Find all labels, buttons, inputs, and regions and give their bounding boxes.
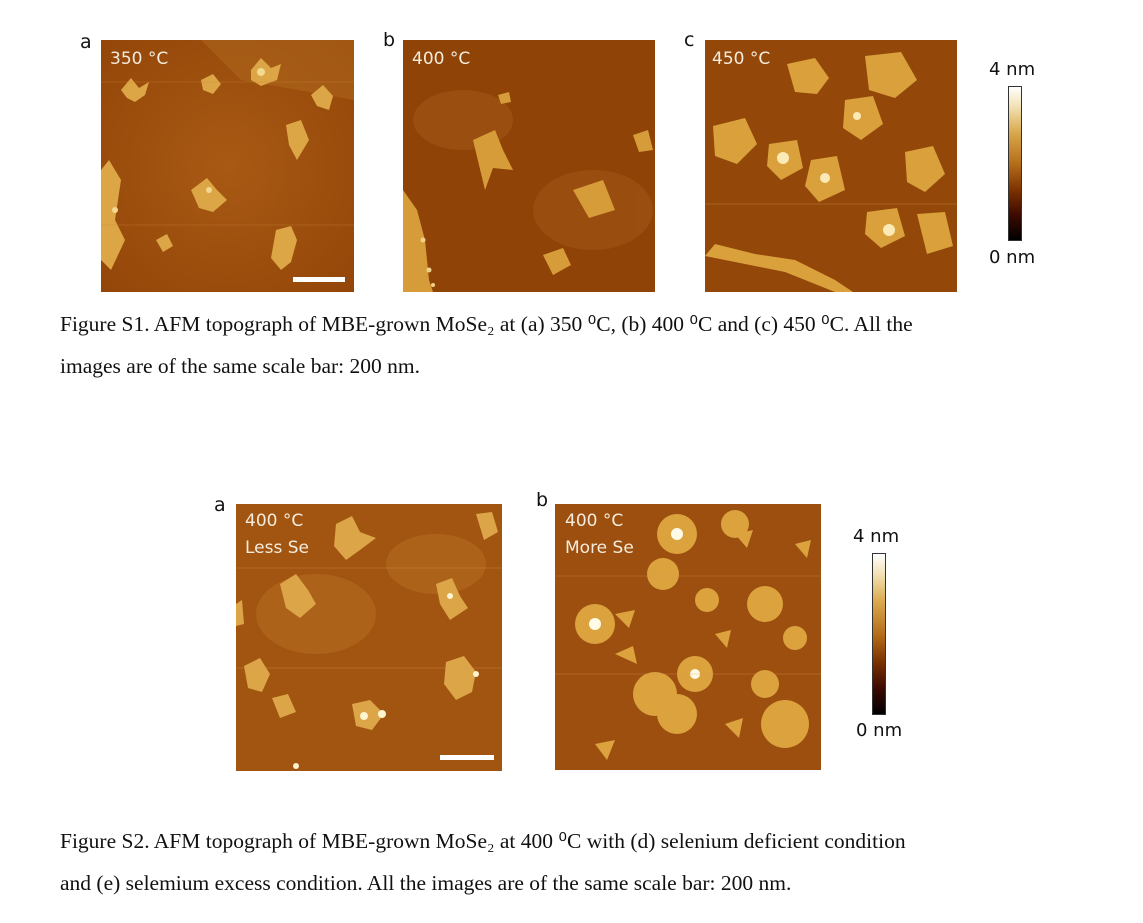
panel-letter-b: b	[383, 29, 396, 51]
afm-image-350c: 350 °C	[101, 40, 354, 292]
afm-image-more-se: 400 °C More Se	[555, 504, 821, 770]
panel-temperature-label: 400 °C	[565, 511, 624, 531]
colorbar-min-label: 0 nm	[989, 247, 1036, 268]
scale-bar	[293, 277, 345, 282]
panel-condition-label: More Se	[565, 538, 634, 558]
panel-letter-a: a	[214, 494, 226, 516]
panel-temperature-label: 450 °C	[712, 49, 771, 69]
scale-bar	[440, 755, 494, 760]
caption-line: and (e) selemium excess condition. All t…	[60, 871, 792, 895]
figure-s1: a	[0, 0, 1143, 400]
height-colorbar	[872, 553, 886, 715]
height-colorbar	[1008, 86, 1022, 241]
afm-image-less-se: 400 °C Less Se	[236, 504, 502, 771]
panel-temperature-label: 400 °C	[245, 511, 304, 531]
panel-temperature-label: 400 °C	[412, 49, 471, 69]
caption-line: Figure S2. AFM topograph of MBE-grown Mo…	[60, 829, 906, 853]
afm-topograph-graphic	[403, 40, 655, 292]
afm-topograph-graphic	[705, 40, 957, 292]
panel-condition-label: Less Se	[245, 538, 309, 558]
figure-s1-caption: Figure S1. AFM topograph of MBE-grown Mo…	[60, 303, 1070, 387]
colorbar-max-label: 4 nm	[853, 526, 900, 547]
colorbar-max-label: 4 nm	[989, 59, 1036, 80]
colorbar-min-label: 0 nm	[856, 720, 903, 741]
panel-letter-c: c	[684, 29, 695, 51]
panel-letter-b: b	[536, 489, 549, 511]
caption-line: images are of the same scale bar: 200 nm…	[60, 354, 420, 378]
panel-letter-a: a	[80, 31, 92, 53]
afm-image-400c: 400 °C	[403, 40, 655, 292]
afm-image-450c: 450 °C	[705, 40, 957, 292]
afm-topograph-graphic	[555, 504, 821, 770]
caption-line: Figure S1. AFM topograph of MBE-grown Mo…	[60, 312, 913, 336]
afm-topograph-graphic	[236, 504, 502, 771]
afm-topograph-graphic	[101, 40, 354, 292]
panel-temperature-label: 350 °C	[110, 49, 169, 69]
figure-s2: a 400 °C	[0, 480, 1143, 923]
figure-s2-caption: Figure S2. AFM topograph of MBE-grown Mo…	[60, 820, 1070, 904]
